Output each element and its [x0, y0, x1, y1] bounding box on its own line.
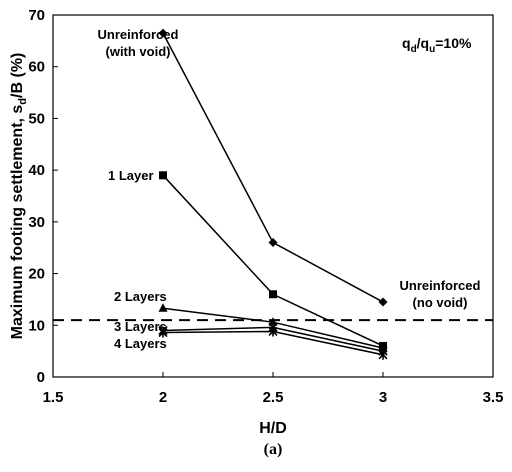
annotation-4-layers: 4 Layers — [114, 336, 167, 351]
ratio-sub-d: d — [411, 44, 417, 55]
y-tick-label: 10 — [28, 317, 45, 334]
ratio-sub-u: u — [429, 44, 435, 55]
ratio-q: q — [402, 35, 411, 51]
axis-ticks: 0 10 20 30 40 50 60 70 1.5 2 2.5 3 3.5 — [28, 7, 503, 406]
y-tick-label: 30 — [28, 214, 45, 231]
y-tick-label: 40 — [28, 162, 45, 179]
ratio-slash-q: /q — [417, 35, 429, 51]
series-markers — [158, 28, 388, 360]
annotation-unreinforced-void-1: Unreinforced — [98, 27, 179, 42]
y-tick-label: 20 — [28, 266, 45, 283]
annotation-1-layer: 1 Layer — [108, 168, 154, 183]
x-tick-label: 2 — [159, 389, 167, 406]
annotation-unreinforced-void-2: (with void) — [106, 44, 171, 59]
x-tick-label: 1.5 — [43, 389, 64, 406]
figure-caption: (a) — [264, 441, 283, 458]
data-point-triangle — [158, 303, 168, 312]
ratio-label: qd/qu=10% — [402, 35, 472, 55]
x-tick-label: 3.5 — [483, 389, 504, 406]
data-point-square — [269, 290, 277, 299]
data-point-diamond — [378, 297, 388, 307]
x-tick-label: 2.5 — [263, 389, 284, 406]
data-point-star — [378, 349, 388, 360]
x-axis-title: H/D — [259, 420, 287, 437]
x-tick-label: 3 — [379, 389, 387, 406]
annotation-3-layers: 3 Layers — [114, 319, 167, 334]
annotation-no-void-2: (no void) — [413, 295, 468, 310]
data-point-diamond — [268, 238, 278, 248]
y-axis-title-tail: /B (%) — [9, 53, 26, 98]
ratio-tail: =10% — [435, 35, 472, 51]
annotation-2-layers: 2 Layers — [114, 289, 167, 304]
data-point-square — [159, 171, 167, 180]
data-point-star — [158, 327, 168, 338]
data-point-diamond — [158, 28, 168, 38]
y-axis-title: Maximum footing settlement, sd/B (%) — [9, 53, 29, 340]
annotation-no-void-1: Unreinforced — [400, 278, 481, 293]
y-tick-label: 0 — [37, 369, 45, 386]
series-lines — [162, 32, 384, 356]
y-tick-label: 50 — [28, 110, 45, 127]
series-line-1 — [162, 32, 384, 303]
data-point-triangle — [268, 317, 278, 326]
y-tick-label: 70 — [28, 7, 45, 24]
y-axis-title-main: Maximum footing settlement, s — [9, 105, 26, 340]
y-axis-title-subscript: d — [17, 98, 29, 105]
y-tick-label: 60 — [28, 59, 45, 76]
data-point-star — [268, 326, 278, 337]
